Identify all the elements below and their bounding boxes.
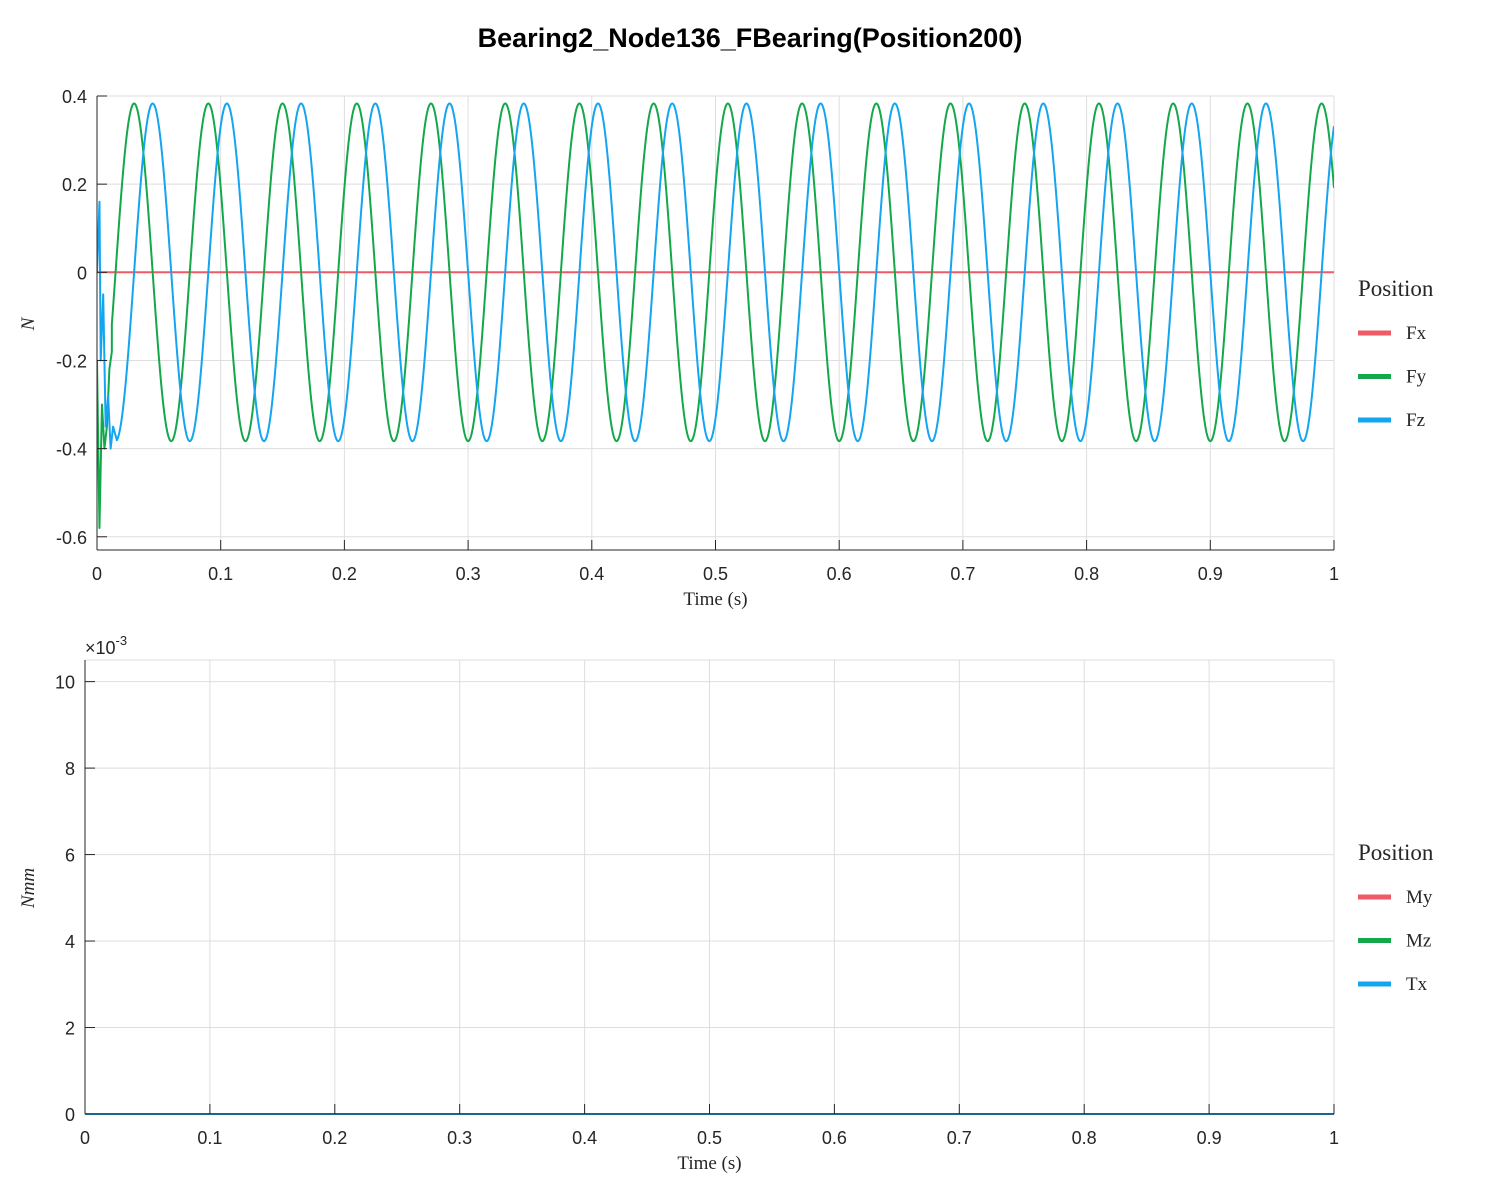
x-tick-label: 0.6 (827, 564, 852, 584)
x-tick-label: 0.9 (1197, 1128, 1222, 1148)
x-tick-label: 0.2 (332, 564, 357, 584)
legend-title: Position (1358, 840, 1434, 865)
legend-entry-tx: Tx (1406, 974, 1428, 995)
y-tick-label: 10 (55, 673, 75, 693)
x-tick-label: 0.7 (950, 564, 975, 584)
x-tick-label: 0.3 (447, 1128, 472, 1148)
x-tick-label: 0.9 (1198, 564, 1223, 584)
x-axis-label: Time (s) (683, 589, 747, 610)
y-tick-label: -0.4 (56, 440, 87, 460)
y-tick-label: 2 (65, 1019, 75, 1039)
x-axis-label: Time (s) (677, 1153, 741, 1174)
y-tick-label: -0.2 (56, 351, 87, 371)
y-tick-label: 0 (77, 263, 87, 283)
x-tick-label: 0.3 (456, 564, 481, 584)
legend-entry-fx: Fx (1406, 323, 1427, 344)
x-tick-label: 0.8 (1072, 1128, 1097, 1148)
y-tick-label: 4 (65, 932, 75, 952)
legend-entry-my: My (1406, 887, 1433, 908)
series-group (97, 102, 1334, 529)
y-tick-label: 0 (65, 1105, 75, 1125)
legend-entry-fz: Fz (1406, 410, 1425, 431)
x-tick-label: 0 (80, 1128, 90, 1148)
series-line-fz (97, 102, 1334, 450)
y-tick-label: -0.6 (56, 528, 87, 548)
x-tick-label: 0.6 (822, 1128, 847, 1148)
legend-entry-mz: Mz (1406, 931, 1431, 952)
x-tick-label: 1 (1329, 1128, 1339, 1148)
y-tick-label: 0.4 (62, 87, 87, 107)
x-tick-label: 0.1 (197, 1128, 222, 1148)
legend: Position Fx Fy Fz (1358, 276, 1434, 431)
legend: Position My Mz Tx (1358, 840, 1434, 995)
moment-plot: 0 0.1 0.2 0.3 0.4 0.5 0.6 0.7 0.8 0.9 10246810×10-… (18, 633, 1434, 1174)
x-tick-label: 0.1 (208, 564, 233, 584)
y-exponent-label: ×10-3 (85, 633, 127, 658)
x-tick-label: 0.8 (1074, 564, 1099, 584)
x-tick-label: 1 (1329, 564, 1339, 584)
x-tick-label: 0.7 (947, 1128, 972, 1148)
x-tick-label: 0.4 (572, 1128, 597, 1148)
series-line-fy (97, 102, 1334, 529)
legend-title: Position (1358, 276, 1434, 301)
y-tick-label: 8 (65, 759, 75, 779)
y-tick-label: 0.2 (62, 175, 87, 195)
y-axis-label: N (18, 316, 39, 331)
x-tick-label: 0.2 (322, 1128, 347, 1148)
force-plot: 0 0.1 0.2 0.3 0.4 0.5 0.6 0.7 0.8 0.9 1 -0.6 -0.4 -0.… (18, 87, 1434, 610)
y-axis-label: Nmm (18, 868, 39, 909)
x-tick-label: 0 (92, 564, 102, 584)
x-tick-label: 0.5 (703, 564, 728, 584)
legend-entry-fy: Fy (1406, 367, 1427, 388)
x-tick-label: 0.5 (697, 1128, 722, 1148)
x-tick-label: 0.4 (579, 564, 604, 584)
figure-title: Bearing2_Node136_FBearing(Position200) (478, 23, 1023, 53)
y-tick-label: 6 (65, 846, 75, 866)
